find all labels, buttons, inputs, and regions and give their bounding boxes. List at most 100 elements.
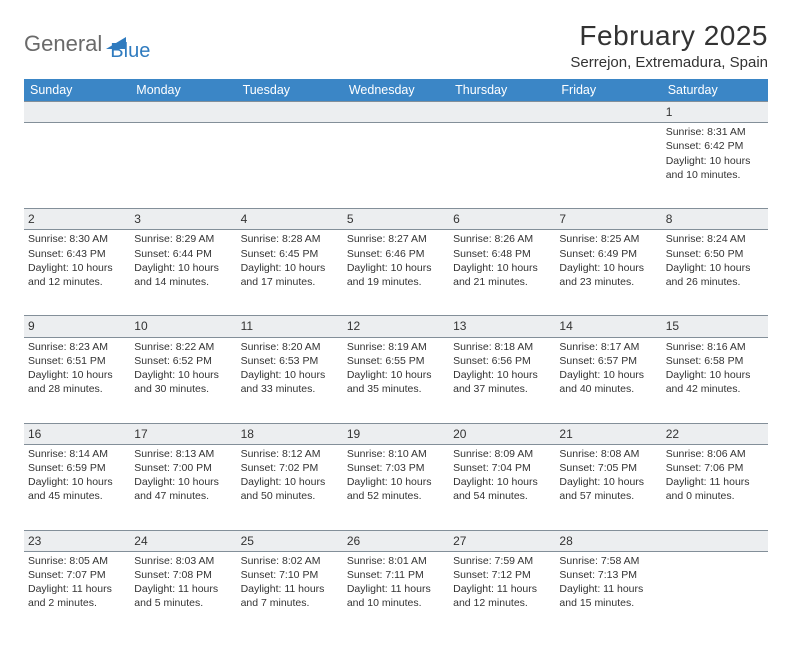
daynum-cell: 16 <box>24 423 130 444</box>
logo-text-2: Blue <box>110 24 150 63</box>
day-number: 14 <box>559 319 572 333</box>
day-number: 8 <box>666 212 673 226</box>
daylight-text: Daylight: 10 hours and 21 minutes. <box>453 261 551 289</box>
day-cell: Sunrise: 8:13 AMSunset: 7:00 PMDaylight:… <box>130 444 236 530</box>
sunrise-text: Sunrise: 8:23 AM <box>28 340 126 354</box>
daynum-cell <box>130 102 236 123</box>
logo: General Blue <box>24 20 150 63</box>
sunset-text: Sunset: 7:03 PM <box>347 461 445 475</box>
sunset-text: Sunset: 6:45 PM <box>241 247 339 261</box>
daylight-text: Daylight: 10 hours and 47 minutes. <box>134 475 232 503</box>
weekday-header: Friday <box>555 79 661 102</box>
day-number: 18 <box>241 427 254 441</box>
day-cell: Sunrise: 8:18 AMSunset: 6:56 PMDaylight:… <box>449 337 555 423</box>
day-cell <box>555 123 661 209</box>
sunrise-text: Sunrise: 8:20 AM <box>241 340 339 354</box>
sunrise-text: Sunrise: 8:06 AM <box>666 447 764 461</box>
sunset-text: Sunset: 6:49 PM <box>559 247 657 261</box>
daylight-text: Daylight: 10 hours and 37 minutes. <box>453 368 551 396</box>
sunset-text: Sunset: 6:43 PM <box>28 247 126 261</box>
sunrise-text: Sunrise: 8:01 AM <box>347 554 445 568</box>
daynum-row: 2345678 <box>24 209 768 230</box>
sunrise-text: Sunrise: 8:16 AM <box>666 340 764 354</box>
day-number: 24 <box>134 534 147 548</box>
sunrise-text: Sunrise: 8:12 AM <box>241 447 339 461</box>
day-number: 19 <box>347 427 360 441</box>
sunset-text: Sunset: 7:00 PM <box>134 461 232 475</box>
daynum-cell: 6 <box>449 209 555 230</box>
daynum-cell: 28 <box>555 530 661 551</box>
daylight-text: Daylight: 10 hours and 54 minutes. <box>453 475 551 503</box>
sunset-text: Sunset: 6:50 PM <box>666 247 764 261</box>
sunset-text: Sunset: 6:55 PM <box>347 354 445 368</box>
sunset-text: Sunset: 7:12 PM <box>453 568 551 582</box>
sunrise-text: Sunrise: 8:31 AM <box>666 125 764 139</box>
daynum-cell <box>662 530 768 551</box>
daylight-text: Daylight: 10 hours and 50 minutes. <box>241 475 339 503</box>
day-cell: Sunrise: 8:27 AMSunset: 6:46 PMDaylight:… <box>343 230 449 316</box>
day-cell: Sunrise: 8:28 AMSunset: 6:45 PMDaylight:… <box>237 230 343 316</box>
day-number: 2 <box>28 212 35 226</box>
daynum-row: 1 <box>24 102 768 123</box>
daynum-cell: 1 <box>662 102 768 123</box>
daynum-cell: 23 <box>24 530 130 551</box>
day-cell <box>130 123 236 209</box>
daynum-cell: 9 <box>24 316 130 337</box>
daynum-cell: 11 <box>237 316 343 337</box>
day-cell: Sunrise: 8:12 AMSunset: 7:02 PMDaylight:… <box>237 444 343 530</box>
day-cell: Sunrise: 8:31 AMSunset: 6:42 PMDaylight:… <box>662 123 768 209</box>
sunset-text: Sunset: 6:58 PM <box>666 354 764 368</box>
daynum-cell: 5 <box>343 209 449 230</box>
daynum-cell <box>237 102 343 123</box>
weekday-header: Monday <box>130 79 236 102</box>
day-cell: Sunrise: 8:03 AMSunset: 7:08 PMDaylight:… <box>130 551 236 637</box>
daynum-row: 232425262728 <box>24 530 768 551</box>
sunrise-text: Sunrise: 8:09 AM <box>453 447 551 461</box>
day-number: 12 <box>347 319 360 333</box>
daylight-text: Daylight: 10 hours and 26 minutes. <box>666 261 764 289</box>
day-number: 1 <box>666 105 673 119</box>
daynum-cell: 27 <box>449 530 555 551</box>
day-number: 23 <box>28 534 41 548</box>
daylight-text: Daylight: 10 hours and 23 minutes. <box>559 261 657 289</box>
day-number: 13 <box>453 319 466 333</box>
daylight-text: Daylight: 10 hours and 28 minutes. <box>28 368 126 396</box>
day-cell: Sunrise: 8:08 AMSunset: 7:05 PMDaylight:… <box>555 444 661 530</box>
sunrise-text: Sunrise: 8:18 AM <box>453 340 551 354</box>
daynum-cell: 10 <box>130 316 236 337</box>
sunrise-text: Sunrise: 8:22 AM <box>134 340 232 354</box>
day-cell: Sunrise: 7:59 AMSunset: 7:12 PMDaylight:… <box>449 551 555 637</box>
day-number: 22 <box>666 427 679 441</box>
day-cell <box>343 123 449 209</box>
day-cell: Sunrise: 8:19 AMSunset: 6:55 PMDaylight:… <box>343 337 449 423</box>
sunset-text: Sunset: 7:07 PM <box>28 568 126 582</box>
sunset-text: Sunset: 6:51 PM <box>28 354 126 368</box>
daynum-cell: 21 <box>555 423 661 444</box>
daynum-cell: 17 <box>130 423 236 444</box>
weekday-header: Saturday <box>662 79 768 102</box>
day-cell: Sunrise: 8:16 AMSunset: 6:58 PMDaylight:… <box>662 337 768 423</box>
sunrise-text: Sunrise: 8:27 AM <box>347 232 445 246</box>
daynum-cell: 3 <box>130 209 236 230</box>
daynum-cell: 15 <box>662 316 768 337</box>
sunrise-text: Sunrise: 8:14 AM <box>28 447 126 461</box>
day-cell: Sunrise: 8:05 AMSunset: 7:07 PMDaylight:… <box>24 551 130 637</box>
daylight-text: Daylight: 10 hours and 52 minutes. <box>347 475 445 503</box>
sunset-text: Sunset: 7:11 PM <box>347 568 445 582</box>
sunset-text: Sunset: 7:04 PM <box>453 461 551 475</box>
daylight-text: Daylight: 10 hours and 12 minutes. <box>28 261 126 289</box>
daynum-cell: 20 <box>449 423 555 444</box>
day-cell: Sunrise: 7:58 AMSunset: 7:13 PMDaylight:… <box>555 551 661 637</box>
sunrise-text: Sunrise: 8:19 AM <box>347 340 445 354</box>
daynum-cell: 2 <box>24 209 130 230</box>
daylight-text: Daylight: 10 hours and 30 minutes. <box>134 368 232 396</box>
daynum-cell: 25 <box>237 530 343 551</box>
sunrise-text: Sunrise: 7:58 AM <box>559 554 657 568</box>
sunset-text: Sunset: 6:53 PM <box>241 354 339 368</box>
weekday-header: Sunday <box>24 79 130 102</box>
sunset-text: Sunset: 7:10 PM <box>241 568 339 582</box>
sunrise-text: Sunrise: 8:25 AM <box>559 232 657 246</box>
sunrise-text: Sunrise: 8:30 AM <box>28 232 126 246</box>
weekday-header-row: SundayMondayTuesdayWednesdayThursdayFrid… <box>24 79 768 102</box>
daylight-text: Daylight: 11 hours and 0 minutes. <box>666 475 764 503</box>
